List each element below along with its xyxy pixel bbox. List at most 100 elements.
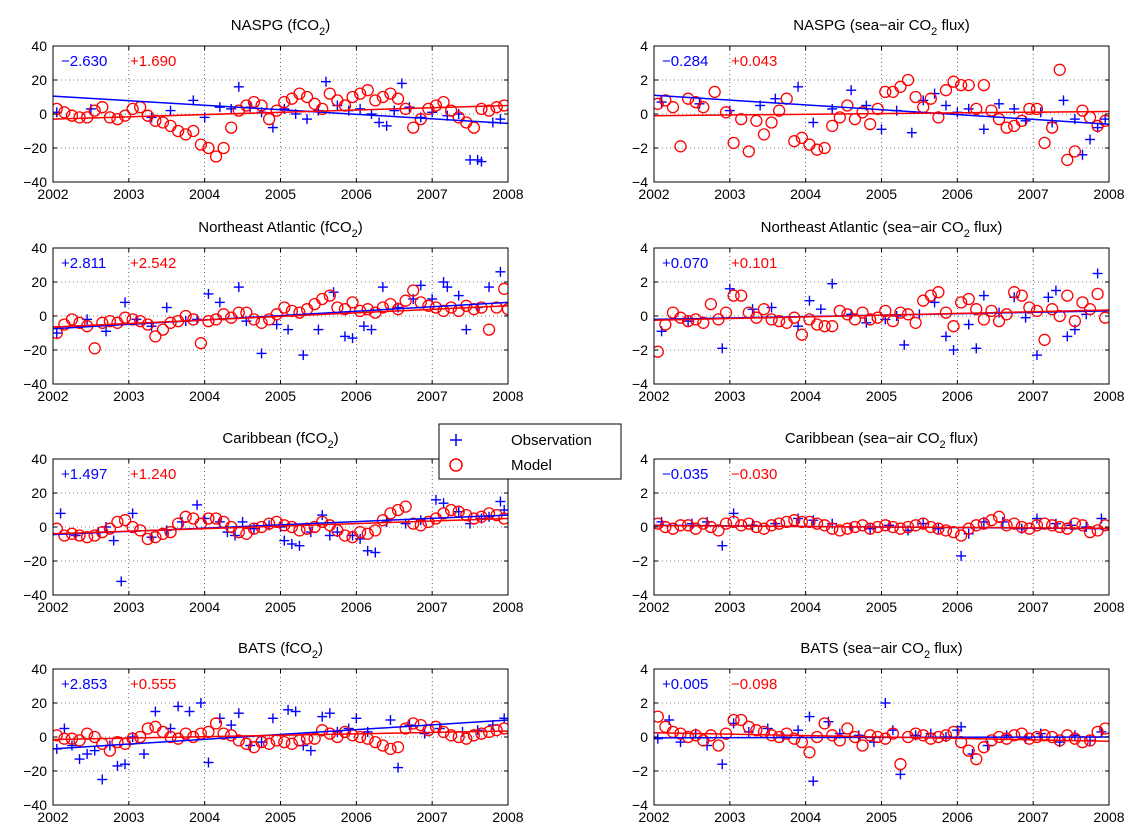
observation-point	[112, 760, 123, 771]
model-point	[947, 320, 960, 333]
observation-point	[139, 749, 149, 759]
model-point	[712, 739, 725, 752]
y-tick-label: −20	[23, 763, 47, 779]
observation-point	[317, 510, 328, 521]
model-point	[194, 337, 208, 350]
model-point	[262, 737, 276, 750]
model-point	[96, 316, 109, 329]
model-point	[810, 318, 824, 331]
model-point	[735, 289, 748, 302]
y-tick-label: 4	[640, 38, 648, 54]
x-tick-label: 2004	[790, 599, 821, 615]
model-point	[970, 752, 983, 766]
y-tick-label: 40	[31, 661, 47, 677]
observation-point	[101, 326, 112, 337]
observation-point	[290, 706, 301, 717]
x-tick-label: 2007	[1018, 388, 1049, 404]
x-tick-label: 2003	[113, 388, 144, 404]
model-point	[826, 522, 839, 535]
model-point	[111, 112, 124, 126]
model-point	[308, 732, 321, 745]
model-point	[932, 286, 945, 299]
x-tick-label: 2005	[265, 388, 296, 404]
model-point	[932, 522, 945, 535]
observation-point	[899, 339, 910, 350]
observation-point	[461, 324, 472, 335]
observation-point	[116, 576, 127, 587]
data-layer	[53, 494, 508, 587]
panel-2: 2002 2003 2004 2005 2006 2007 2008 −40 −20 0 20 40 N…	[23, 219, 524, 404]
observation-trend-label: +0.070	[662, 255, 708, 272]
model-point	[803, 515, 816, 529]
model-point	[209, 717, 223, 730]
model-point	[323, 87, 336, 100]
model-point	[369, 735, 382, 749]
model-point	[970, 303, 983, 316]
legend-box	[438, 423, 622, 480]
y-tick-label: 40	[31, 38, 47, 54]
model-point	[1023, 732, 1036, 745]
model-point	[697, 101, 710, 114]
y-tick-label: 2	[640, 485, 648, 501]
model-point	[407, 717, 420, 730]
x-tick-label: 2008	[492, 809, 523, 825]
x-tick-label: 2005	[265, 599, 296, 615]
model-point	[818, 320, 831, 333]
model-point	[962, 292, 975, 306]
observation-point	[804, 295, 815, 306]
model-point	[118, 109, 132, 122]
legend-model-marker	[449, 458, 463, 472]
observation-point	[396, 78, 407, 89]
x-tick-label: 2005	[265, 809, 296, 825]
observation-point	[1020, 312, 1031, 323]
model-point	[391, 92, 405, 105]
x-tick-label: 2005	[866, 599, 897, 615]
model-point	[962, 78, 975, 92]
observation-point	[233, 81, 244, 92]
x-tick-label: 2008	[492, 186, 523, 202]
model-point	[498, 722, 508, 735]
observation-point	[188, 95, 199, 106]
model-point	[126, 102, 139, 116]
panel-title: Caribbean (sea−air CO2 flux)	[785, 430, 978, 451]
model-point	[202, 314, 215, 328]
model-point	[863, 729, 877, 742]
model-point	[422, 299, 435, 312]
model-point	[735, 713, 748, 727]
model-point	[247, 313, 261, 326]
model-point	[88, 342, 101, 355]
model-point	[376, 739, 390, 752]
model-point	[863, 522, 877, 535]
model-point	[833, 524, 846, 537]
y-tick-label: −4	[632, 587, 648, 603]
model-point	[103, 314, 117, 328]
model-point	[1083, 525, 1097, 539]
model-point	[757, 522, 771, 535]
observation-point	[203, 757, 214, 768]
panel-grid: 2002 2003 2004 2005 2006 2007 2008−40−2002040N…	[23, 17, 1125, 825]
model-point	[407, 517, 420, 530]
x-tick-label: 2006	[942, 599, 973, 615]
model-point	[361, 303, 374, 316]
model-point	[788, 732, 801, 745]
model-point	[1008, 517, 1021, 530]
model-point	[391, 741, 405, 754]
legend: Observation Model	[438, 423, 622, 480]
model-point	[285, 520, 299, 534]
model-point	[103, 522, 117, 535]
model-point	[422, 102, 435, 116]
model-point	[498, 282, 508, 295]
observation-point	[1069, 730, 1080, 741]
model-point	[1068, 314, 1082, 328]
model-point	[399, 294, 412, 307]
model-point	[833, 111, 846, 124]
panel-1: 2002 2003 2004 2005 2006 2007 2008 −4 −2 0 2 4 NASPG…	[632, 17, 1125, 202]
model-point	[909, 316, 922, 329]
model-point	[376, 90, 390, 104]
model-point	[977, 517, 991, 530]
observation-trend-line	[53, 95, 508, 125]
x-tick-label: 2007	[417, 809, 448, 825]
observation-point	[165, 105, 176, 116]
observation-point	[85, 103, 96, 114]
model-point	[659, 520, 672, 534]
